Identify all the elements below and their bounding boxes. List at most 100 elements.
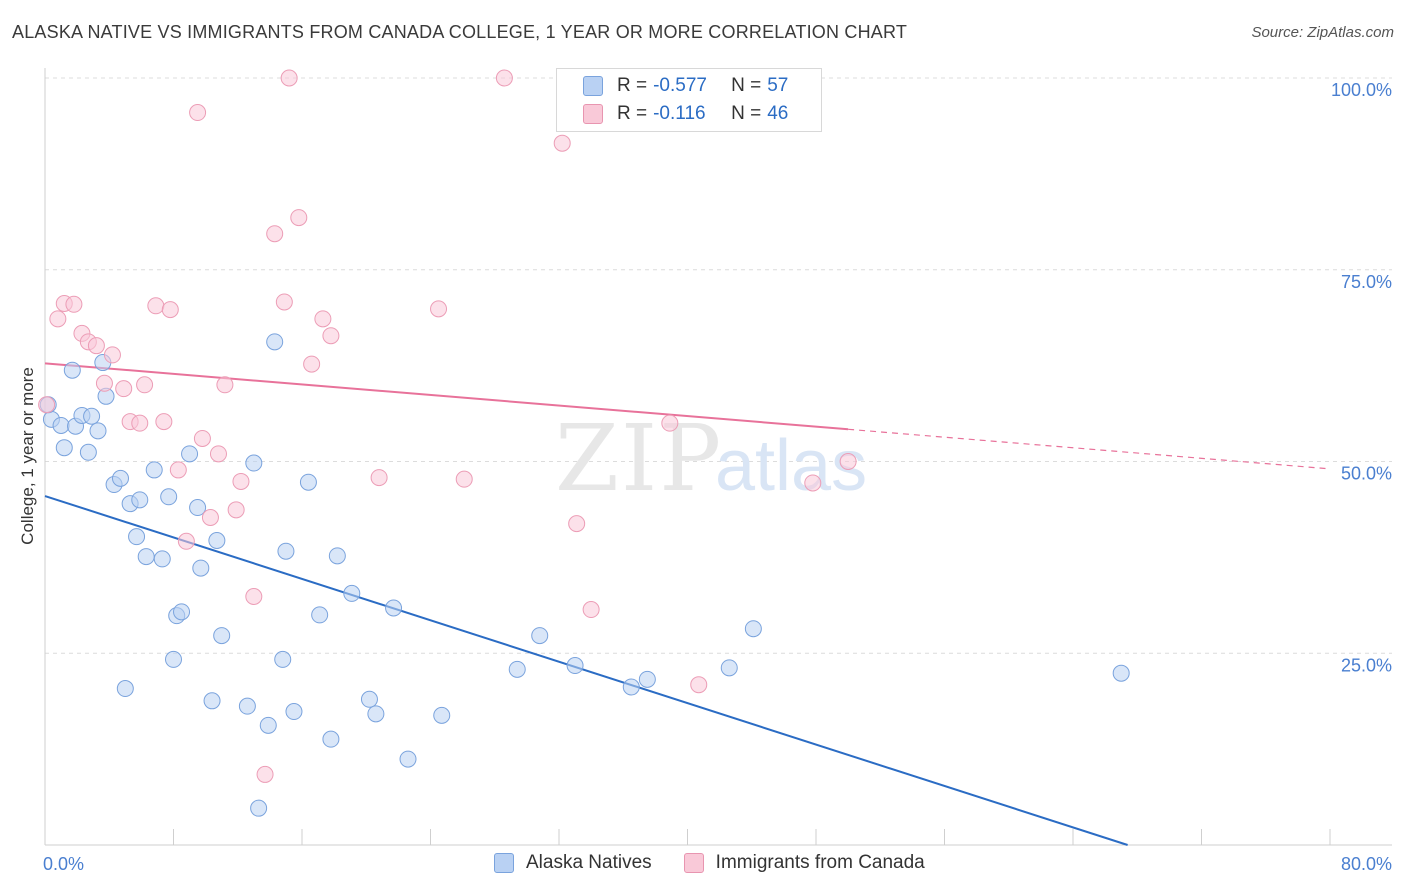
- point-immigrants-canada: [115, 380, 133, 398]
- trend-line-immigrants-canada: [44, 362, 849, 431]
- legend-swatch-blue: [583, 76, 603, 96]
- y-axis-label: College, 1 year or more: [18, 367, 37, 545]
- y-tick-label: 100.0%: [1331, 80, 1392, 100]
- y-tick-label: 25.0%: [1341, 655, 1392, 675]
- point-alaska-natives: [343, 584, 361, 602]
- watermark: ZIP atlas: [555, 405, 867, 512]
- point-immigrants-canada: [155, 413, 173, 431]
- y-tick-label: 50.0%: [1341, 464, 1392, 484]
- point-immigrants-canada: [177, 532, 195, 550]
- point-immigrants-canada: [266, 225, 284, 243]
- watermark-zip: ZIP: [555, 405, 723, 512]
- point-alaska-natives: [531, 627, 549, 645]
- point-immigrants-canada: [189, 104, 207, 122]
- point-alaska-natives: [245, 454, 263, 472]
- point-immigrants-canada: [370, 469, 388, 487]
- point-alaska-natives: [160, 488, 178, 506]
- tick-labels: 25.0% 50.0% 75.0% 100.0% 0.0% 80.0%: [43, 80, 1392, 874]
- point-alaska-natives: [367, 705, 385, 723]
- point-immigrants-canada: [161, 301, 179, 319]
- point-alaska-natives: [508, 660, 526, 678]
- point-alaska-natives: [328, 547, 346, 565]
- point-immigrants-canada: [495, 69, 513, 87]
- r-label: R =: [617, 103, 648, 124]
- point-immigrants-canada: [430, 300, 448, 318]
- r-value: -0.116: [653, 103, 706, 124]
- point-alaska-natives: [153, 550, 171, 568]
- point-immigrants-canada: [232, 472, 250, 490]
- point-immigrants-canada: [804, 474, 822, 492]
- point-immigrants-canada: [65, 295, 83, 313]
- series-legend: Alaska Natives Immigrants from Canada: [494, 852, 957, 874]
- x-tick-label: 80.0%: [1341, 854, 1392, 874]
- point-alaska-natives: [360, 690, 378, 708]
- point-alaska-natives: [274, 650, 292, 668]
- point-immigrants-canada: [568, 515, 586, 533]
- point-alaska-natives: [213, 627, 231, 645]
- point-immigrants-canada: [193, 429, 211, 447]
- legend-label: Immigrants from Canada: [715, 852, 925, 873]
- point-alaska-natives: [111, 469, 129, 487]
- point-alaska-natives: [311, 606, 329, 624]
- r-value: -0.577: [653, 75, 707, 96]
- point-alaska-natives: [299, 473, 317, 491]
- y-tick-label: 75.0%: [1341, 272, 1392, 292]
- point-immigrants-canada: [582, 601, 600, 619]
- point-immigrants-canada: [201, 508, 219, 526]
- data-points: [38, 69, 1130, 817]
- point-alaska-natives: [1112, 664, 1130, 682]
- point-alaska-natives: [638, 670, 656, 688]
- point-alaska-natives: [89, 422, 107, 440]
- point-alaska-natives: [173, 603, 191, 621]
- stats-row-canada: R = -0.116 N = 46: [583, 101, 788, 127]
- trend-line-extension: [848, 428, 1331, 470]
- point-immigrants-canada: [455, 470, 473, 488]
- point-alaska-natives: [192, 559, 210, 577]
- point-immigrants-canada: [280, 69, 298, 87]
- legend-swatch-blue: [494, 853, 514, 873]
- point-alaska-natives: [189, 499, 207, 517]
- point-alaska-natives: [137, 548, 155, 566]
- point-immigrants-canada: [322, 327, 340, 345]
- point-immigrants-canada: [95, 374, 113, 392]
- chart-title: ALASKA NATIVE VS IMMIGRANTS FROM CANADA …: [12, 22, 908, 42]
- point-immigrants-canada: [290, 209, 308, 227]
- point-alaska-natives: [385, 599, 403, 617]
- point-immigrants-canada: [303, 355, 321, 373]
- point-alaska-natives: [116, 680, 134, 698]
- point-alaska-natives: [208, 532, 226, 550]
- point-alaska-natives: [181, 445, 199, 463]
- point-alaska-natives: [322, 730, 340, 748]
- point-alaska-natives: [433, 706, 451, 724]
- point-alaska-natives: [128, 528, 146, 546]
- point-alaska-natives: [259, 716, 277, 734]
- r-label: R =: [617, 75, 648, 96]
- trend-line-alaska-natives: [44, 495, 1128, 846]
- point-immigrants-canada: [38, 396, 56, 414]
- point-alaska-natives: [203, 692, 221, 710]
- point-immigrants-canada: [169, 461, 187, 479]
- legend-swatch-pink: [583, 104, 603, 124]
- point-alaska-natives: [266, 333, 284, 351]
- point-alaska-natives: [63, 361, 81, 379]
- point-immigrants-canada: [245, 587, 263, 605]
- point-alaska-natives: [285, 703, 303, 721]
- point-alaska-natives: [145, 461, 163, 479]
- point-immigrants-canada: [256, 765, 274, 783]
- point-alaska-natives: [566, 657, 584, 675]
- point-immigrants-canada: [661, 414, 679, 432]
- point-alaska-natives: [277, 542, 295, 560]
- n-value: 46: [767, 103, 789, 124]
- grid-lines: [45, 77, 1392, 654]
- point-immigrants-canada: [227, 501, 245, 519]
- point-alaska-natives: [622, 678, 640, 696]
- n-value: 57: [767, 75, 789, 96]
- source-label: Source: ZipAtlas.com: [1251, 24, 1394, 41]
- stats-row-alaska: R = -0.577 N = 57: [583, 73, 788, 99]
- legend-item-alaska-natives: Alaska Natives: [494, 852, 652, 874]
- point-immigrants-canada: [216, 376, 234, 394]
- x-tick-label: 0.0%: [43, 854, 84, 874]
- point-immigrants-canada: [209, 445, 227, 463]
- point-immigrants-canada: [103, 346, 121, 364]
